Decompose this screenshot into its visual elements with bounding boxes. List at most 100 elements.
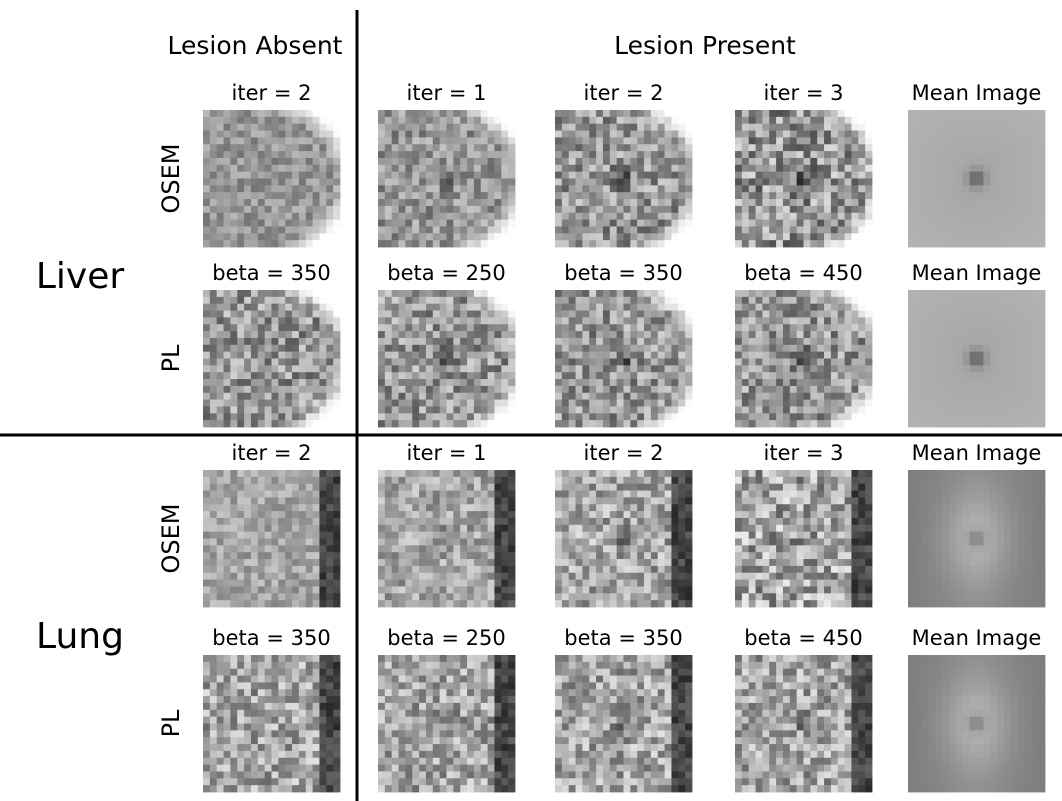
pixel	[378, 477, 385, 484]
pixel	[555, 172, 562, 179]
pixel	[306, 477, 313, 484]
pixel	[630, 297, 637, 304]
pixel	[494, 144, 501, 151]
pixel	[378, 158, 385, 165]
pixel	[935, 226, 942, 233]
pixel	[285, 420, 292, 427]
pixel	[251, 345, 258, 352]
pixel	[378, 220, 385, 227]
pixel	[203, 324, 210, 331]
pixel	[378, 226, 385, 233]
pixel	[942, 386, 949, 393]
pixel	[596, 393, 603, 400]
pixel	[292, 525, 299, 532]
pixel	[258, 317, 265, 324]
pixel	[1038, 158, 1045, 165]
pixel	[582, 131, 589, 138]
pixel	[569, 518, 576, 525]
pixel	[278, 297, 285, 304]
pixel	[292, 413, 299, 420]
pixel	[508, 352, 515, 359]
pixel	[956, 352, 963, 359]
pixel	[915, 220, 922, 227]
pixel	[970, 359, 977, 366]
pixel	[990, 372, 997, 379]
pixel	[433, 331, 440, 338]
pixel	[596, 220, 603, 227]
pixel	[935, 220, 942, 227]
pixel	[817, 192, 824, 199]
pixel	[272, 317, 279, 324]
pixel	[488, 386, 495, 393]
pixel	[603, 331, 610, 338]
pixel	[426, 137, 433, 144]
pixel	[749, 233, 756, 240]
pixel	[651, 304, 658, 311]
pixel	[997, 151, 1004, 158]
pixel	[251, 131, 258, 138]
pixel	[1011, 372, 1018, 379]
pixel	[1004, 117, 1011, 124]
pixel	[285, 386, 292, 393]
pixel	[224, 525, 231, 532]
pixel	[851, 151, 858, 158]
pixel	[956, 199, 963, 206]
pixel	[419, 511, 426, 518]
pixel	[440, 324, 447, 331]
pixel	[922, 379, 929, 386]
pixel	[915, 297, 922, 304]
pixel	[433, 470, 440, 477]
pixel	[569, 413, 576, 420]
pixel	[658, 477, 665, 484]
pixel	[426, 226, 433, 233]
pixel	[915, 131, 922, 138]
pixel	[230, 525, 237, 532]
pixel	[467, 525, 474, 532]
pixel	[230, 165, 237, 172]
pixel	[481, 338, 488, 345]
pixel	[474, 359, 481, 366]
pixel	[817, 220, 824, 227]
pixel	[555, 213, 562, 220]
pixel	[494, 372, 501, 379]
pixel	[956, 379, 963, 386]
pixel	[319, 545, 326, 552]
pixel	[1038, 338, 1045, 345]
pixel	[617, 304, 624, 311]
pixel	[299, 185, 306, 192]
pixel	[970, 317, 977, 324]
pixel	[299, 311, 306, 318]
pixel	[251, 593, 258, 600]
pixel	[488, 297, 495, 304]
pixel	[824, 420, 831, 427]
pixel	[935, 110, 942, 117]
pixel	[224, 413, 231, 420]
pixel	[426, 600, 433, 607]
pixel	[265, 304, 272, 311]
pixel	[419, 497, 426, 504]
pixel	[624, 511, 631, 518]
pixel	[224, 345, 231, 352]
pixel	[299, 559, 306, 566]
pixel	[460, 420, 467, 427]
pixel	[845, 213, 852, 220]
pixel	[319, 158, 326, 165]
pixel	[817, 137, 824, 144]
pixel	[671, 226, 678, 233]
pixel	[555, 518, 562, 525]
pixel	[392, 532, 399, 539]
pixel	[378, 559, 385, 566]
pixel	[569, 304, 576, 311]
pixel	[474, 110, 481, 117]
pixel	[644, 518, 651, 525]
pixel	[617, 372, 624, 379]
pixel	[319, 165, 326, 172]
pixel	[285, 165, 292, 172]
pixel	[319, 484, 326, 491]
pixel	[447, 179, 454, 186]
pixel	[783, 420, 790, 427]
pixel	[488, 566, 495, 573]
pixel	[299, 172, 306, 179]
pixel	[460, 179, 467, 186]
pixel	[326, 539, 333, 546]
